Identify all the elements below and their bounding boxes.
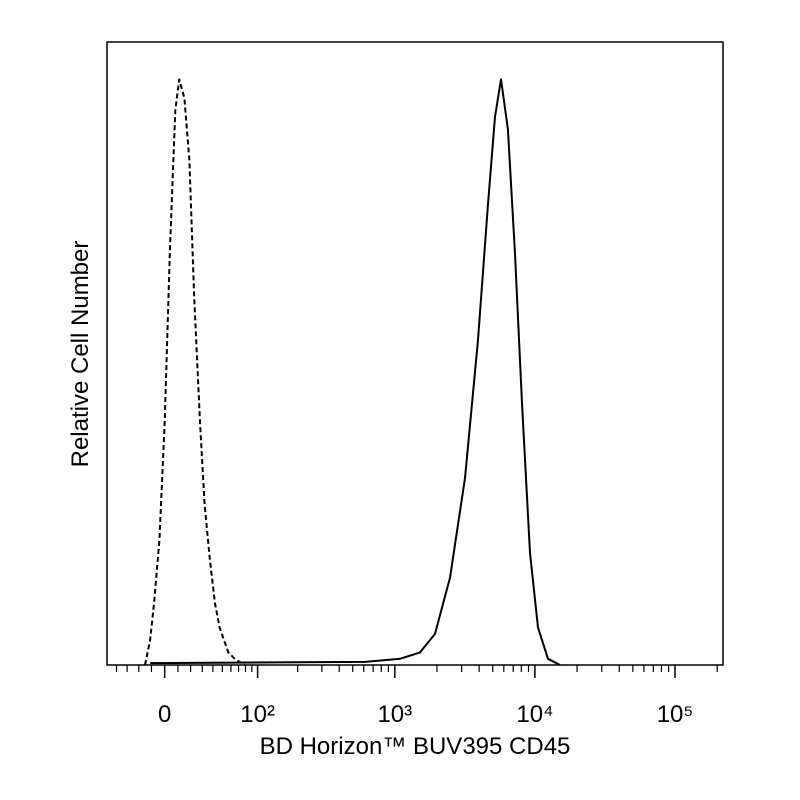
x-tick-label: 10⁴ (516, 701, 553, 728)
x-tick-label: 10² (240, 701, 275, 728)
histogram-line (150, 78, 561, 666)
y-axis-label: Relative Cell Number (67, 241, 94, 468)
x-axis-label: BD Horizon™ BUV395 CD45 (260, 733, 571, 760)
histogram-line (144, 78, 246, 666)
plot-frame (106, 41, 724, 666)
x-tick-label: 10³ (377, 701, 412, 728)
x-tick-label: 0 (158, 701, 171, 728)
x-tick-label: 10⁵ (657, 701, 694, 728)
